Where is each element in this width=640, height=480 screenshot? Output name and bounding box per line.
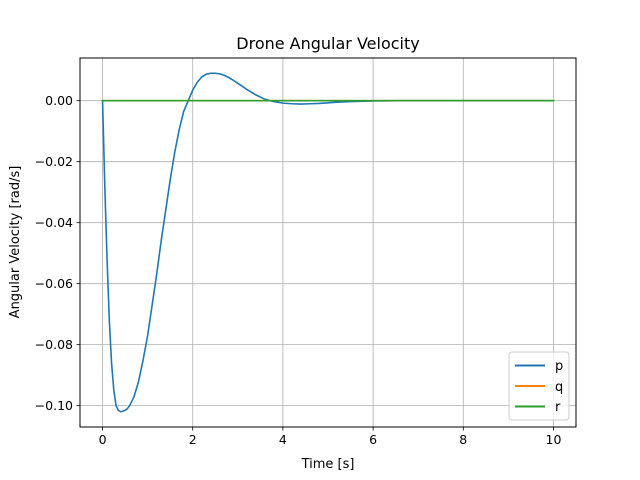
- x-axis-label: Time [s]: [301, 457, 355, 472]
- x-tick-label: 2: [189, 432, 197, 447]
- plot-area-frame: [79, 57, 577, 428]
- y-tick-label: −0.10: [35, 398, 73, 413]
- x-tick-label: 8: [459, 432, 467, 447]
- axis-ticks: 0 2 4 6 8 10 0.00 −0.02 −0.04 −0.06 −0.08 −0.10: [35, 93, 562, 447]
- series-lines: [101, 72, 555, 413]
- y-axis-label: Angular Velocity [rad/s]: [8, 166, 23, 319]
- x-tick-label: 4: [279, 432, 287, 447]
- grid: [80, 58, 576, 427]
- legend-label-p: p: [555, 359, 563, 374]
- chart-title: Drone Angular Velocity: [236, 34, 419, 53]
- y-tick-label: −0.06: [35, 276, 73, 291]
- legend-label-r: r: [555, 400, 561, 415]
- y-tick-label: −0.02: [35, 154, 73, 169]
- y-tick-label: 0.00: [45, 93, 73, 108]
- x-tick-label: 0: [99, 432, 107, 447]
- x-tick-label: 10: [546, 432, 562, 447]
- legend: p q r: [508, 351, 570, 421]
- y-tick-label: −0.04: [35, 215, 73, 230]
- x-tick-label: 6: [369, 432, 377, 447]
- legend-label-q: q: [555, 380, 563, 395]
- y-tick-label: −0.08: [35, 337, 73, 352]
- series-line-p: [101, 72, 555, 413]
